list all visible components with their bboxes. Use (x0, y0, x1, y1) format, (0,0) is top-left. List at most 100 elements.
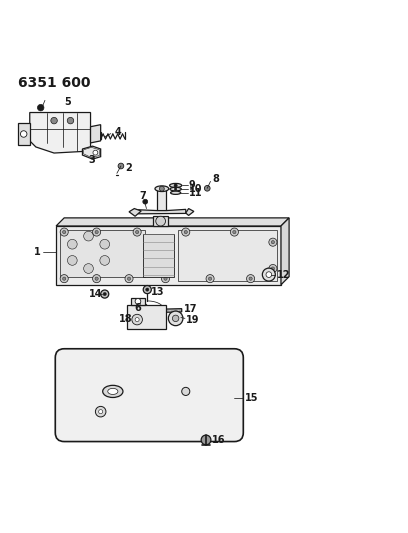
Text: 16: 16 (212, 435, 226, 445)
Circle shape (204, 185, 210, 191)
Circle shape (62, 277, 66, 280)
Text: 18: 18 (119, 314, 133, 324)
Bar (157, 190, 166, 212)
Polygon shape (30, 112, 91, 153)
Circle shape (269, 238, 277, 246)
Circle shape (135, 298, 141, 304)
Circle shape (269, 264, 277, 272)
Circle shape (249, 277, 252, 280)
Circle shape (93, 228, 101, 236)
Circle shape (135, 318, 139, 321)
Polygon shape (127, 305, 166, 329)
Circle shape (143, 199, 148, 204)
Circle shape (51, 117, 57, 124)
Text: 2: 2 (125, 164, 132, 173)
Text: 12: 12 (277, 270, 290, 280)
Text: 9: 9 (188, 180, 195, 190)
Circle shape (206, 274, 214, 282)
Polygon shape (56, 226, 281, 285)
Circle shape (62, 230, 66, 233)
Polygon shape (82, 146, 101, 159)
Circle shape (93, 150, 98, 155)
Circle shape (246, 274, 255, 282)
Text: 14: 14 (89, 289, 102, 299)
Circle shape (132, 314, 142, 325)
Circle shape (174, 184, 177, 187)
Circle shape (84, 231, 93, 241)
Bar (153, 216, 168, 226)
Text: 17: 17 (184, 304, 197, 314)
Text: 8: 8 (212, 174, 219, 184)
Circle shape (182, 387, 190, 395)
Text: 6351 600: 6351 600 (18, 76, 90, 90)
Circle shape (67, 117, 74, 124)
Polygon shape (56, 218, 289, 226)
Text: 6: 6 (134, 303, 141, 313)
Circle shape (100, 239, 110, 249)
Circle shape (95, 406, 106, 417)
Circle shape (38, 104, 44, 111)
Circle shape (146, 288, 149, 291)
FancyBboxPatch shape (55, 349, 243, 441)
Circle shape (184, 230, 187, 233)
Circle shape (173, 315, 179, 321)
Polygon shape (177, 230, 277, 281)
Circle shape (95, 277, 98, 280)
Circle shape (125, 274, 133, 282)
Polygon shape (131, 298, 145, 305)
Text: 11: 11 (188, 188, 202, 198)
Text: 4: 4 (115, 126, 122, 136)
Circle shape (20, 131, 27, 137)
Text: 1: 1 (34, 247, 40, 257)
Circle shape (156, 216, 166, 226)
Circle shape (60, 228, 68, 236)
Polygon shape (281, 218, 289, 285)
Circle shape (164, 277, 167, 280)
Circle shape (162, 274, 170, 282)
Circle shape (262, 268, 275, 281)
Polygon shape (138, 209, 186, 214)
Ellipse shape (103, 385, 123, 398)
Polygon shape (84, 147, 100, 157)
Circle shape (118, 163, 124, 169)
Circle shape (169, 311, 183, 326)
Circle shape (100, 255, 110, 265)
Polygon shape (18, 123, 30, 145)
Polygon shape (91, 125, 101, 143)
Polygon shape (151, 309, 182, 313)
Circle shape (143, 286, 151, 294)
Text: 3: 3 (89, 155, 95, 165)
Bar (143, 234, 174, 277)
Circle shape (84, 264, 93, 273)
Text: 5: 5 (64, 98, 71, 107)
Circle shape (67, 255, 77, 265)
Circle shape (233, 230, 236, 233)
Circle shape (99, 410, 103, 414)
Circle shape (95, 230, 98, 233)
Circle shape (135, 230, 139, 233)
Circle shape (174, 188, 177, 190)
Circle shape (103, 293, 106, 296)
Circle shape (60, 274, 68, 282)
Ellipse shape (108, 389, 118, 394)
Circle shape (266, 272, 272, 278)
Polygon shape (129, 208, 141, 216)
Circle shape (160, 186, 164, 191)
Circle shape (271, 267, 275, 270)
Circle shape (101, 290, 109, 298)
Ellipse shape (155, 186, 169, 191)
Ellipse shape (170, 187, 181, 191)
Text: 19: 19 (186, 316, 199, 325)
Circle shape (67, 239, 77, 249)
Text: 13: 13 (151, 287, 165, 297)
Circle shape (133, 228, 141, 236)
Circle shape (271, 240, 275, 244)
Circle shape (127, 277, 131, 280)
Circle shape (141, 304, 147, 310)
Text: 10: 10 (188, 184, 202, 194)
Circle shape (182, 228, 190, 236)
Polygon shape (186, 208, 194, 215)
Circle shape (93, 274, 101, 282)
Polygon shape (60, 230, 145, 277)
Circle shape (231, 228, 238, 236)
